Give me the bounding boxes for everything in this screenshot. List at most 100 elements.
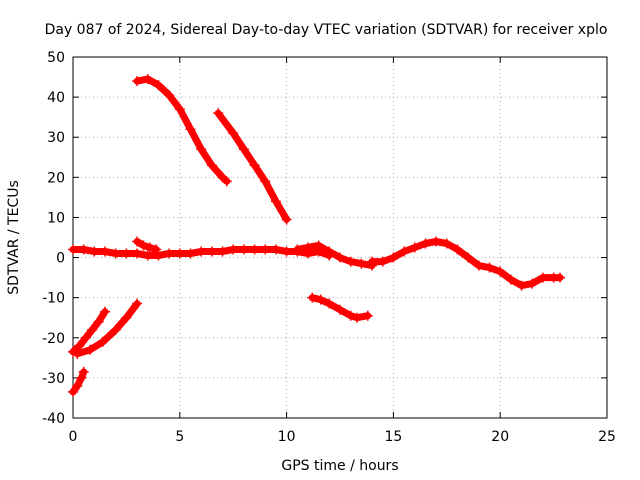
data-point [164,248,175,259]
y-tick-label: -10 [42,291,65,307]
data-point [281,246,292,257]
data-point [452,244,463,255]
data-point [144,242,155,253]
x-tick-label: 20 [491,429,509,445]
x-tick-label: 15 [384,429,402,445]
data-point [110,324,121,335]
y-tick-label: 10 [47,210,65,226]
data-point [206,246,217,257]
data-point [537,272,548,283]
data-point [72,380,83,391]
data-point [335,252,345,263]
data-point [238,144,249,155]
data-point [151,244,162,255]
data-point [228,244,239,255]
series-rise-0-3h [72,298,143,359]
data-point [270,244,281,255]
y-tick-label: -40 [42,411,65,427]
series-afternoon-swell [367,236,566,291]
data-point [362,310,373,321]
data-point [100,306,111,317]
data-point [377,256,388,267]
data-point [505,274,516,285]
data-point [399,246,410,257]
data-point [388,252,399,263]
data-point [72,348,83,359]
data-point [142,74,153,85]
data-point [345,310,356,321]
data-point [68,386,78,397]
data-point [87,324,98,335]
x-tick-label: 10 [278,429,296,445]
data-point [495,266,506,277]
data-point [80,332,91,343]
data-point [324,246,335,257]
data-point [270,196,281,207]
data-point [100,246,111,257]
data-point [78,244,89,255]
y-axis-label: SDTVAR / TECUs [6,180,22,295]
data-point [132,236,143,247]
data-point [206,160,217,171]
series-high-arc-3h [132,74,232,187]
data-point [335,304,345,315]
data-point [121,248,132,259]
data-point [302,242,313,253]
data-point [153,80,164,91]
data-point [356,258,367,269]
y-tick-label: 0 [56,251,65,267]
data-point [110,248,121,259]
x-tick-label: 0 [69,429,78,445]
data-point [315,294,326,305]
data-point [463,252,474,263]
data-point [473,260,484,271]
data-point [185,248,196,259]
data-point [78,366,89,377]
data-point [121,312,132,323]
data-point [132,298,143,309]
y-tick-label: -30 [42,371,65,387]
y-tick-label: 20 [47,170,65,186]
x-axis-label: GPS time / hours [281,458,398,474]
data-point [352,312,363,323]
data-point [484,262,495,273]
data-point [260,244,271,255]
series-high-arc-7h [213,108,292,225]
data-point [93,316,104,327]
data-point [409,242,420,253]
data-point [367,256,378,267]
data-point [85,344,96,355]
series-trace [133,75,231,185]
series-short-0h [68,366,89,397]
y-axis: -40 -30 -20 -10 0 10 20 30 40 50 [42,50,607,427]
grid [73,57,607,418]
x-tick-label: 25 [598,429,616,445]
data-point [345,256,356,267]
series-dip-11-14h [307,292,373,323]
data-point [164,90,175,101]
data-point [196,246,207,257]
data-point [228,128,239,139]
data-point [420,238,431,249]
y-tick-label: 30 [47,130,65,146]
data-point [174,248,185,259]
data-point [555,272,566,283]
data-point [185,124,196,135]
y-tick-label: 50 [47,50,65,66]
x-axis: 0 5 10 15 20 25 [69,57,616,445]
data-point [138,240,149,251]
data-point [74,340,85,351]
data-point [324,298,335,309]
x-tick-label: 5 [175,429,184,445]
data-point [132,76,143,87]
y-tick-label: -20 [42,331,65,347]
data-point [307,292,318,303]
data-point [217,246,228,257]
series-trace [69,368,88,396]
series-trace [69,308,109,356]
series-trace [133,238,160,253]
data-point [213,108,224,119]
series-small-arc-3h [132,236,162,255]
data-point [97,336,108,347]
